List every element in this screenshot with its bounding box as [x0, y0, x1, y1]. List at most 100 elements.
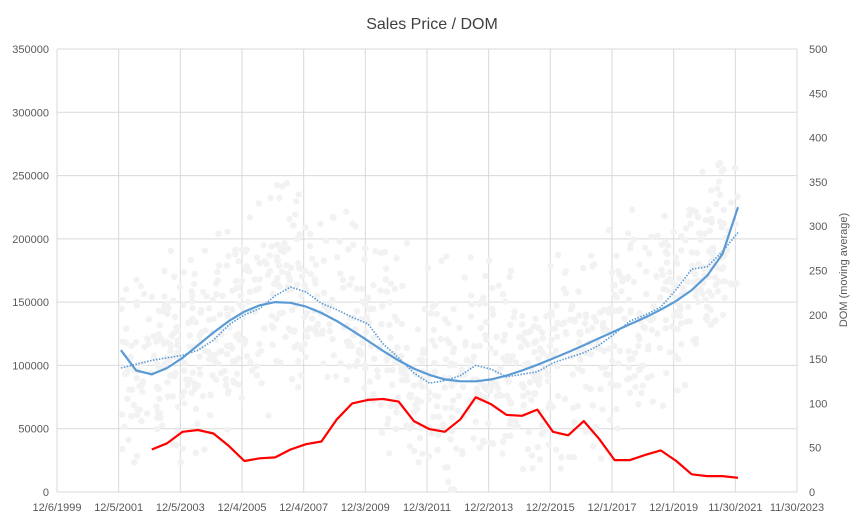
price-point — [731, 164, 738, 172]
price-point — [718, 168, 726, 175]
price-point — [298, 292, 305, 299]
price-point — [332, 372, 339, 380]
price-point — [357, 349, 365, 356]
price-point — [403, 377, 411, 384]
price-point — [179, 445, 186, 452]
price-point — [232, 278, 240, 285]
price-point — [538, 431, 546, 438]
price-point — [517, 343, 525, 350]
price-point — [125, 436, 132, 443]
price-point — [362, 245, 369, 252]
price-point — [370, 281, 377, 289]
price-point — [485, 420, 492, 427]
price-point — [387, 334, 394, 341]
price-point — [628, 206, 636, 213]
price-point — [224, 228, 231, 235]
price-point — [507, 400, 515, 407]
price-point — [638, 389, 645, 397]
price-point — [615, 360, 622, 367]
price-point — [714, 185, 721, 192]
price-point — [548, 336, 555, 344]
price-point — [416, 434, 424, 441]
price-point — [317, 220, 324, 227]
price-point — [441, 316, 449, 323]
price-point — [138, 417, 145, 425]
price-point — [268, 312, 276, 319]
price-point — [681, 382, 689, 389]
dom-moving-average-line — [151, 396, 739, 479]
series-lines — [120, 206, 740, 479]
price-point — [553, 302, 560, 309]
price-point — [177, 459, 184, 466]
price-point — [674, 308, 681, 315]
price-point — [346, 281, 353, 288]
price-point — [520, 402, 527, 409]
price-point — [399, 282, 406, 290]
price-point — [589, 443, 597, 450]
price-point — [570, 418, 578, 426]
price-point — [322, 237, 330, 244]
price-point — [302, 286, 310, 293]
price-point — [702, 296, 709, 303]
price-point — [533, 377, 540, 384]
price-point — [455, 392, 462, 400]
price-point — [301, 313, 308, 321]
price-point — [367, 305, 374, 313]
price-point — [433, 310, 440, 317]
moving-average-line — [120, 231, 739, 384]
price-point — [264, 271, 272, 278]
price-point — [499, 291, 507, 298]
price-point — [642, 268, 650, 275]
price-point — [170, 297, 177, 304]
price-point — [433, 403, 441, 410]
price-point — [174, 341, 181, 349]
price-point — [430, 326, 437, 334]
price-point — [694, 298, 701, 306]
price-point — [662, 324, 669, 332]
x-tick-label: 12/2/2015 — [526, 502, 575, 514]
price-point — [279, 183, 286, 190]
price-point — [326, 321, 333, 328]
price-point — [724, 246, 731, 254]
price-point — [480, 439, 487, 446]
price-point — [439, 421, 447, 428]
price-point — [374, 367, 381, 374]
price-point — [137, 283, 145, 290]
y2-tick-label: 350 — [809, 177, 827, 189]
price-point — [343, 208, 350, 215]
price-point — [197, 370, 204, 378]
price-point — [124, 364, 131, 372]
price-point — [256, 260, 263, 267]
price-point — [570, 453, 578, 461]
price-point — [670, 312, 678, 320]
price-point — [127, 353, 134, 361]
price-point — [639, 382, 647, 389]
price-point — [480, 294, 487, 301]
price-point — [191, 270, 198, 278]
price-point — [689, 207, 697, 214]
price-point — [646, 250, 653, 257]
price-point — [209, 352, 216, 359]
price-point — [716, 278, 723, 285]
price-point — [393, 255, 400, 262]
price-point — [624, 275, 631, 282]
price-point — [626, 375, 634, 382]
price-point — [554, 333, 561, 340]
price-point — [553, 446, 560, 453]
price-point — [635, 401, 642, 408]
price-point — [339, 276, 347, 284]
price-point — [371, 355, 378, 362]
price-point — [501, 331, 508, 339]
price-point — [327, 301, 334, 308]
price-point — [582, 383, 590, 390]
price-point — [493, 333, 500, 341]
price-point — [228, 306, 236, 313]
price-point — [659, 271, 666, 279]
price-point — [133, 276, 140, 283]
price-point — [684, 278, 691, 286]
price-point — [492, 349, 499, 356]
price-point — [636, 310, 643, 317]
price-point — [449, 397, 457, 404]
price-point — [293, 198, 300, 205]
